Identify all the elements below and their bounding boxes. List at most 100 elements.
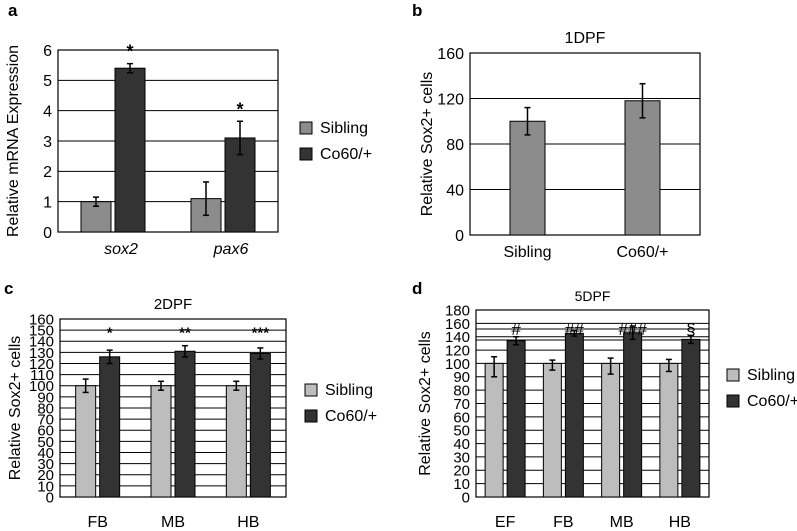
bar-sibling (150, 385, 172, 498)
significance-mark: ### (618, 320, 647, 339)
y-tick-label: 60 (37, 423, 54, 440)
y-tick-label: 1 (43, 194, 52, 211)
chart-title: 5DPF (575, 288, 611, 304)
bar-sibling (659, 362, 679, 498)
significance-mark: * (107, 324, 113, 341)
bar-sibling (225, 385, 247, 498)
y-tick-label: 10 (453, 476, 470, 493)
significance-mark: * (126, 42, 133, 62)
bar-co60 (99, 356, 121, 498)
y-tick-label: 0 (455, 228, 464, 245)
y-tick-label: 20 (37, 467, 54, 484)
bar-value (509, 120, 546, 236)
plot-frame (475, 309, 710, 498)
y-tick-label: 4 (43, 103, 52, 120)
x-category-label: HB (237, 514, 259, 531)
y-tick-label: 80 (37, 400, 54, 417)
bar-co60 (623, 332, 643, 498)
bar-co60 (506, 340, 526, 498)
legend-swatch (304, 409, 318, 423)
y-tick-label: 160 (29, 311, 54, 328)
bar-co60 (681, 338, 701, 498)
y-tick-label: 50 (453, 423, 470, 440)
y-tick-label: 70 (37, 412, 54, 429)
legend-label: Co60/+ (320, 146, 372, 163)
significance-mark: § (686, 320, 695, 339)
panel-label-b: b (412, 1, 422, 20)
y-tick-label: 90 (37, 389, 54, 406)
legend-label: Sibling (747, 367, 795, 384)
significance-mark: # (511, 320, 521, 339)
y-tick-label: 40 (37, 445, 54, 462)
x-category-label: HB (669, 514, 691, 531)
y-tick-label: 0 (462, 489, 470, 506)
y-tick-label: 120 (437, 91, 464, 108)
bar-co60 (249, 352, 271, 498)
y-tick-label: 6 (43, 43, 52, 60)
x-category-label: FB (553, 514, 573, 531)
chart-panel-a: 0 1 2 3 4 5 6 Relative mRNA Expression sox2 * pax6… (5, 42, 372, 258)
x-category-label: sox2 (104, 241, 138, 258)
chart-title: 2DPF (154, 296, 192, 313)
y-tick-label: 140 (29, 334, 54, 351)
y-tick-label: 110 (30, 367, 54, 384)
chart-title: 1DPF (565, 30, 606, 47)
bar-co60 (174, 350, 196, 498)
bar-co60 (564, 332, 584, 498)
legend-swatch (299, 121, 313, 135)
legend-label: Co60/+ (325, 408, 377, 425)
y-tick-label: 130 (29, 345, 54, 362)
x-category-label: MB (610, 514, 634, 531)
x-category-label: pax6 (213, 241, 249, 258)
bar-sibling (75, 385, 97, 498)
x-category-label: Sibling (503, 244, 551, 261)
panel-label-a: a (8, 1, 18, 20)
panel-label-c: c (4, 279, 13, 298)
plot-frame (59, 318, 287, 498)
x-category-label: EF (495, 514, 516, 531)
y-tick-label: 100 (29, 378, 54, 395)
legend-label: Sibling (325, 382, 373, 399)
bar-sibling (542, 362, 562, 498)
y-axis-label: Relative Sox2+ cells (7, 336, 24, 481)
y-tick-label: 80 (446, 137, 464, 154)
significance-mark: *** (252, 324, 270, 341)
y-tick-label: 0 (43, 225, 52, 242)
y-tick-label: 2 (43, 164, 52, 181)
y-tick-label: 70 (453, 396, 470, 413)
legend-swatch (304, 383, 318, 397)
y-axis-label: Relative Sox2+ cells (417, 331, 434, 476)
plot-frame (57, 49, 279, 233)
y-tick-label: 40 (453, 436, 470, 453)
legend-label: Sibling (320, 120, 368, 137)
chart-panel-c: 0102030405060708090100110120130140150160… (7, 296, 377, 531)
y-tick-label: 40 (446, 182, 464, 199)
significance-mark: ** (179, 324, 191, 341)
y-tick-label: 30 (453, 449, 470, 466)
y-axis-label: Relative Sox2+ cells (419, 72, 436, 217)
y-tick-label: 50 (37, 434, 54, 451)
chart-panel-b: 0 40 80 120 160 1DPF Relative Sox2+ cells Sibli… (419, 30, 701, 261)
significance-mark: * (236, 99, 243, 119)
y-tick-label: 160 (437, 46, 464, 63)
y-tick-label: 100 (445, 356, 470, 373)
x-category-label: Co60/+ (616, 244, 668, 261)
y-tick-label: 120 (445, 342, 470, 359)
legend-swatch (299, 147, 313, 161)
y-tick-label: 140 (445, 329, 470, 346)
x-category-label: MB (161, 514, 185, 531)
y-tick-label: 5 (43, 73, 52, 90)
y-tick-label: 90 (453, 369, 470, 386)
panel-label-d: d (412, 279, 422, 298)
y-tick-label: 20 (453, 463, 470, 480)
significance-mark: ## (565, 320, 584, 339)
bar-sibling (601, 362, 621, 498)
x-category-label: FB (87, 514, 107, 531)
y-tick-label: 160 (445, 316, 470, 333)
legend-swatch (726, 394, 740, 408)
y-tick-label: 120 (29, 356, 54, 373)
legend-label: Co60/+ (747, 393, 797, 410)
y-tick-label: 180 (445, 302, 470, 319)
y-tick-label: 150 (29, 323, 54, 340)
